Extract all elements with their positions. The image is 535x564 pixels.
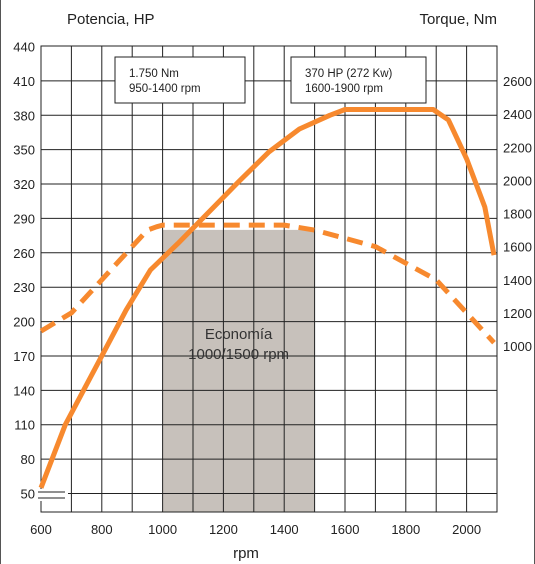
y-axis-left-title: Potencia, HP — [67, 11, 155, 28]
y-right-tick-label: 1400 — [503, 273, 532, 288]
x-axis-title: rpm — [233, 545, 259, 562]
axis-break-mark — [38, 489, 68, 501]
y-left-tick-label: 50 — [21, 487, 35, 502]
y-left-tick-label: 290 — [13, 211, 35, 226]
y-left-tick-label: 440 — [13, 40, 35, 55]
x-tick-label: 1200 — [209, 522, 238, 537]
y-left-tick-label: 140 — [13, 383, 35, 398]
economy-band — [162, 229, 315, 512]
y-left-tick-label: 230 — [13, 280, 35, 295]
y-right-tick-label: 2000 — [503, 173, 532, 188]
y-right-tick-label: 1600 — [503, 240, 532, 255]
torque-line — [39, 222, 496, 345]
economy-label: Economía — [205, 326, 273, 343]
y-left-tick-label: 110 — [14, 418, 35, 433]
power-annotation-box — [290, 56, 427, 104]
torque-annotation: 1.750 Nm 950-1400 rpm — [114, 56, 246, 104]
x-tick-label: 1000 — [148, 522, 177, 537]
y-left-tick-label: 320 — [13, 177, 35, 192]
y-right-tick-label: 2400 — [503, 107, 532, 122]
y-right-tick-label: 2200 — [503, 140, 532, 155]
y-right-tick-label: 1800 — [503, 207, 532, 222]
x-tick-label: 800 — [91, 522, 113, 537]
y-right-tick-label: 1000 — [503, 339, 532, 354]
x-tick-label: 600 — [30, 522, 52, 537]
y-axis-right-title: Torque, Nm — [419, 11, 497, 28]
x-tick-label: 1400 — [270, 522, 299, 537]
torque-annotation-line2: 950-1400 rpm — [129, 83, 201, 95]
economy-band-label: Economía 1000/1500 rpm — [188, 326, 289, 363]
x-tick-label: 1800 — [391, 522, 420, 537]
tick-labels: 600 800 1000 1200 1400 1600 1800 2000 50 80 110 140… — [13, 40, 532, 538]
y-left-tick-label: 80 — [21, 452, 35, 467]
power-line — [38, 107, 497, 489]
y-right-tick-label: 2600 — [503, 74, 532, 89]
x-tick-label: 1600 — [331, 522, 360, 537]
torque-annotation-line1: 1.750 Nm — [129, 68, 179, 80]
y-left-tick-label: 200 — [13, 315, 35, 330]
y-left-tick-label: 170 — [13, 349, 35, 364]
torque-annotation-box — [114, 56, 246, 104]
power-annotation-line2: 1600-1900 rpm — [305, 83, 383, 95]
y-left-tick-label: 410 — [13, 74, 35, 89]
y-left-tick-label: 350 — [13, 143, 35, 158]
power-annotation-line1: 370 HP (272 Kw) — [305, 68, 393, 80]
x-tick-label: 2000 — [452, 522, 481, 537]
plot-border — [40, 45, 498, 513]
economy-range-label: 1000/1500 rpm — [188, 346, 289, 363]
power-annotation: 370 HP (272 Kw) 1600-1900 rpm — [290, 56, 427, 104]
y-right-tick-label: 1200 — [503, 306, 532, 321]
series-lines — [38, 107, 497, 489]
y-left-tick-label: 380 — [13, 108, 35, 123]
y-left-tick-label: 260 — [13, 246, 35, 261]
